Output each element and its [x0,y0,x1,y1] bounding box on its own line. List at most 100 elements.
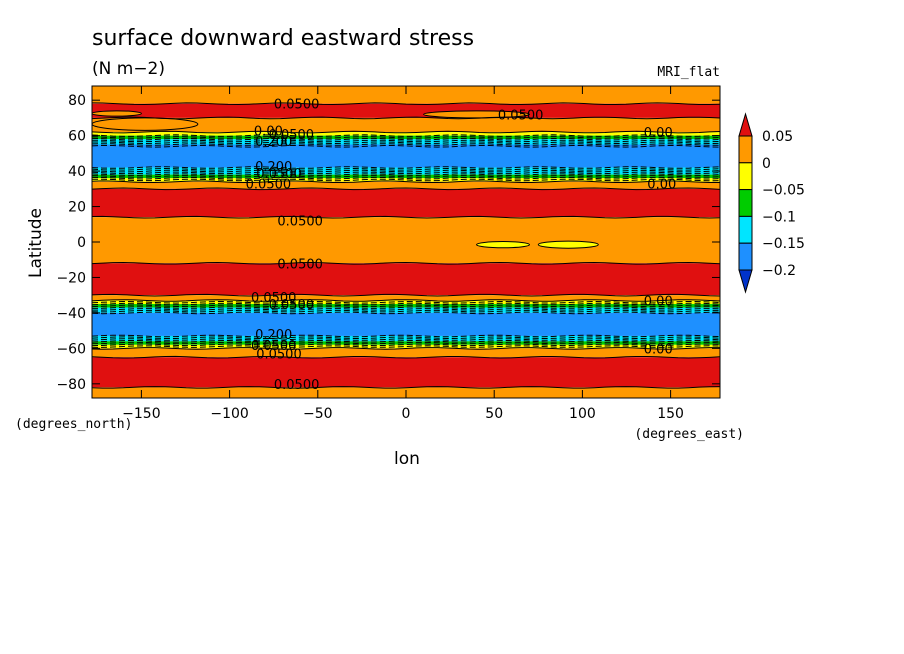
contour-band [92,178,720,182]
contour-label: 0.0500 [251,339,297,354]
colorbar-label: −0.15 [762,236,805,252]
colorbar-bottom-arrow [738,269,753,294]
colorbar: 0.05 0 −0.05 −0.1 −0.15 −0.2 [738,112,805,294]
contour-line [91,341,721,345]
contour-island [537,240,599,249]
contour-band [92,295,720,301]
contour-band [92,357,720,388]
contour-band [92,304,720,308]
x-axis-label: lon [394,449,420,469]
contour-line [91,145,721,148]
contour-band [92,344,720,349]
filled-bands [92,86,720,398]
contour-line [91,309,720,313]
contour-label: 0.200 [255,135,292,150]
y-tick-label: 40 [68,164,86,180]
contour-band [92,263,720,296]
contour-band [92,348,720,358]
contour-band [92,341,720,345]
contour-band [92,132,720,136]
contour-line [91,386,721,389]
colorbar-label: −0.2 [762,263,796,279]
contour-label: 0.0500 [277,215,323,230]
contour-line [91,171,721,175]
contour-band [92,144,720,168]
contour-band [92,86,720,104]
contour-label: 0.0500 [246,178,292,193]
contour-band [92,181,720,189]
contour-line [91,261,721,265]
contour-label: 0.0500 [274,378,320,393]
x-tick-label: 50 [485,406,503,422]
contour-line [91,347,720,350]
colorbar-label: 0.05 [762,129,793,145]
y-tick-label: 60 [68,129,86,145]
y-tick-label: −20 [56,270,86,286]
contour-line [92,308,721,311]
colorbar-label: −0.05 [762,183,805,199]
y-axis-ticks: −80 −60 −40 −20 0 20 40 60 80 [56,93,720,393]
contour-label: 0.0500 [269,128,315,143]
contour-label: 0.0500 [256,167,302,182]
contour-line [91,173,721,176]
contour-line [91,167,721,171]
x-tick-label: −100 [210,406,248,422]
contour-line [91,343,721,347]
contour-line [91,355,721,359]
contour-line [91,338,721,341]
contour-line [91,141,721,145]
x-tick-label: −50 [303,406,333,422]
contour-line [91,143,721,146]
colorbar-top-arrow [738,112,753,137]
x-tick-label: 0 [402,406,411,422]
colorbar-label: −0.1 [762,209,796,225]
contour-line [91,293,721,297]
contour-band [92,167,720,175]
x-tick-label: −150 [122,406,160,422]
contour-label: 0.00 [644,295,673,310]
y-tick-label: 20 [68,200,86,216]
contour-band [92,188,720,218]
y-tick-label: −60 [56,341,86,357]
contour-label: 0.0500 [269,298,315,313]
contour-label: 0.0500 [256,348,302,363]
contour-line [91,175,721,178]
contour-band [92,335,720,342]
contour-label: 0.0500 [251,291,297,306]
contour-line [91,334,721,338]
contour-band [92,135,720,140]
colorbar-swatch [738,215,753,244]
contour-band [92,312,720,336]
contour-line [91,136,721,139]
contour-label: 0.200 [255,160,292,175]
contour-label: 0.0500 [498,108,544,123]
contour-line [91,339,721,343]
contour-line [91,116,721,120]
contour-patch [91,110,142,117]
contour-band [92,307,720,313]
contour-band [92,117,720,133]
colorbar-swatch [738,162,753,191]
y-tick-label: 0 [77,235,86,251]
contour-line [91,130,721,134]
y-axis-label: Latitude [26,208,46,278]
contour-label: 0.00 [647,178,676,193]
contour-band [92,139,720,145]
contour-lines [91,102,721,389]
filled-patches [91,110,599,249]
contour-label: 0.00 [644,342,673,357]
contour-label: 0.0500 [277,257,323,272]
chart-subtitle: (N m−2) [92,59,165,79]
contour-label: 0.0500 [274,98,320,113]
contour-line [91,299,721,302]
x-axis-ticks: −150 −100 −50 0 50 100 150 [122,86,684,422]
contour-line [91,134,721,137]
contour-line [91,180,720,183]
contour-line [91,336,721,340]
contour-label: 0.200 [255,328,292,343]
y-tick-label: 80 [68,93,86,109]
contour-line [91,137,721,141]
colorbar-swatch [738,135,753,164]
